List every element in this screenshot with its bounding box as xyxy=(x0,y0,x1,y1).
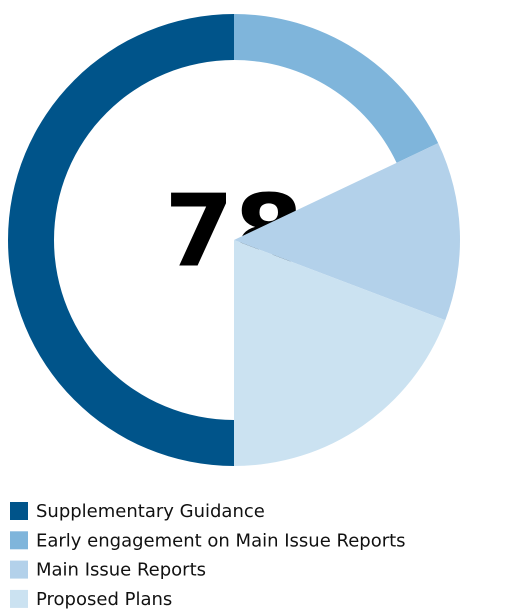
pie-slice xyxy=(8,14,234,466)
pie-slice xyxy=(234,143,461,321)
legend-label: Main Issue Reports xyxy=(36,560,206,581)
legend-swatch xyxy=(10,531,28,550)
legend-label: Proposed Plans xyxy=(36,589,172,609)
legend-swatch xyxy=(10,560,28,579)
legend-label: Supplementary Guidance xyxy=(36,501,265,522)
legend-label: Early engagement on Main Issue Reports xyxy=(36,530,406,551)
legend-swatch xyxy=(10,502,28,520)
pie-slice xyxy=(234,14,439,163)
pie-slice xyxy=(234,240,446,466)
legend-swatch xyxy=(10,589,28,608)
